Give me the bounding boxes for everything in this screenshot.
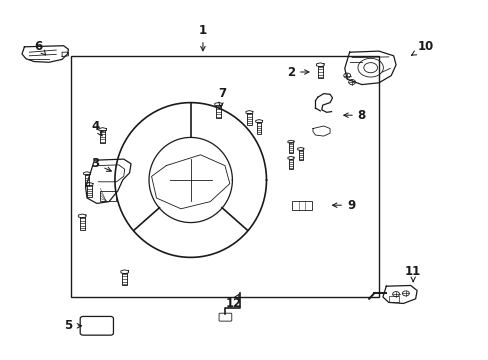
Bar xyxy=(388,296,398,302)
Bar xyxy=(71,56,378,297)
Text: 4: 4 xyxy=(91,120,102,136)
FancyBboxPatch shape xyxy=(219,313,231,321)
Bar xyxy=(288,159,292,169)
Bar xyxy=(100,191,116,201)
Text: 1: 1 xyxy=(199,24,206,51)
Bar xyxy=(85,174,89,186)
Text: 12: 12 xyxy=(225,294,242,310)
Text: 11: 11 xyxy=(404,265,421,282)
Text: 2: 2 xyxy=(286,66,308,78)
Bar xyxy=(80,217,84,230)
Text: 8: 8 xyxy=(343,109,365,122)
Bar xyxy=(257,122,261,134)
Bar xyxy=(100,130,105,143)
Text: 3: 3 xyxy=(91,157,111,171)
Bar xyxy=(247,113,251,125)
Bar xyxy=(298,150,302,160)
Text: 5: 5 xyxy=(64,319,81,332)
Bar xyxy=(216,105,221,118)
Bar xyxy=(317,66,322,78)
Bar xyxy=(288,143,292,153)
Text: 7: 7 xyxy=(218,87,226,107)
Text: 10: 10 xyxy=(411,40,433,55)
Text: 9: 9 xyxy=(332,199,354,212)
Bar xyxy=(122,273,127,285)
Bar xyxy=(87,185,92,197)
FancyBboxPatch shape xyxy=(80,316,113,335)
Bar xyxy=(292,201,311,210)
Text: 6: 6 xyxy=(34,40,45,55)
